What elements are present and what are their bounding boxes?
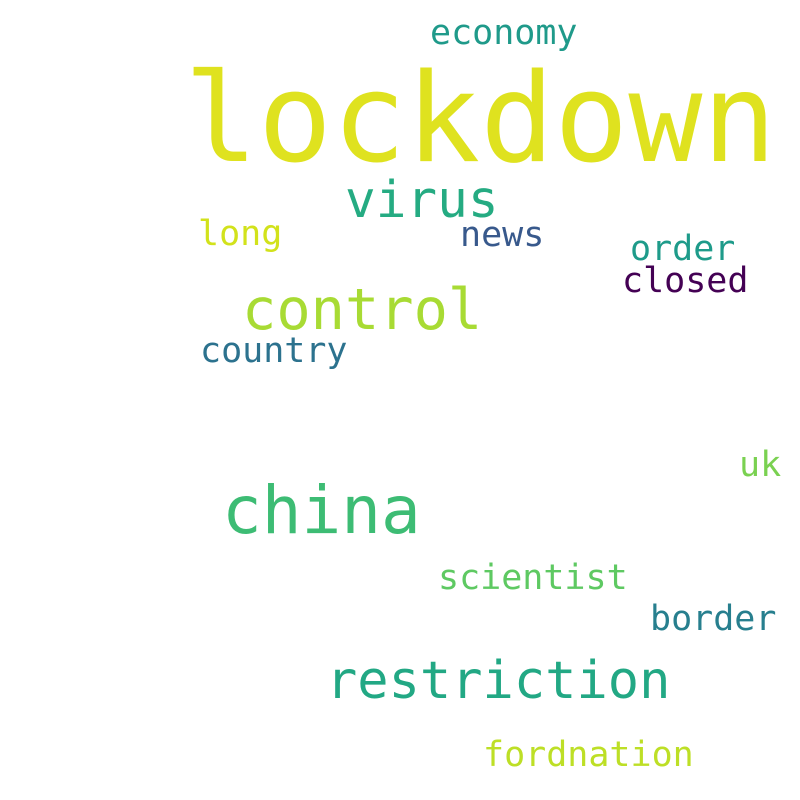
word-news: news [460, 215, 545, 255]
word-border: border [650, 599, 777, 639]
word-control: control [242, 277, 483, 343]
word-closed: closed [622, 261, 749, 301]
word-uk: uk [739, 445, 782, 485]
word-virus: virus [345, 171, 499, 230]
word-order: order [630, 229, 736, 269]
word-long: long [198, 214, 283, 254]
word-restriction: restriction [326, 651, 671, 711]
word-fordnation: fordnation [483, 735, 694, 775]
word-china: china [222, 472, 421, 549]
word-scientist: scientist [438, 558, 628, 598]
word-economy: economy [430, 13, 578, 53]
word-lockdown: lockdown [184, 48, 777, 191]
word-country: country [200, 331, 348, 371]
